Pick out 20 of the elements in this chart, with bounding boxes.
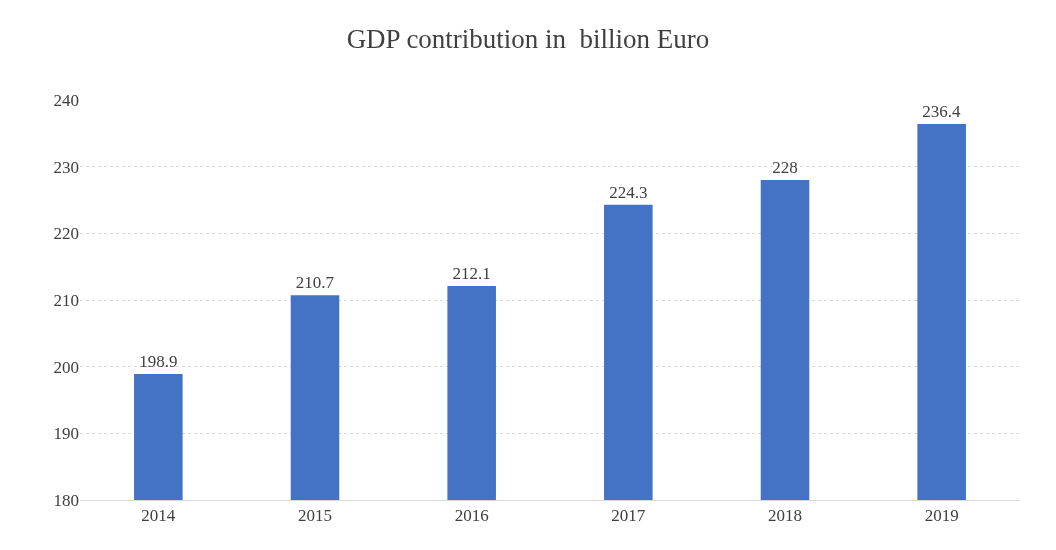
- x-tick-label: 2018: [768, 506, 802, 526]
- x-tick-label: 2015: [298, 506, 332, 526]
- y-tick-label: 210: [53, 290, 79, 310]
- y-tick-label: 200: [53, 357, 79, 377]
- x-tick-label: 2014: [141, 506, 176, 526]
- y-tick-label: 240: [53, 90, 79, 110]
- chart-title: GDP contribution in billion Euro: [346, 23, 710, 54]
- data-label: 236.4: [922, 102, 962, 121]
- x-tick-label: 2019: [924, 506, 959, 526]
- y-tick-label: 190: [53, 424, 79, 444]
- y-tick-label: 230: [53, 157, 79, 177]
- data-label: 228: [772, 158, 798, 177]
- x-tick-label: 2016: [454, 506, 489, 526]
- y-tick-label: 180: [53, 490, 79, 510]
- data-label: 198.9: [139, 352, 178, 371]
- x-tick-label: 2017: [611, 506, 646, 526]
- y-tick-label: 220: [53, 224, 79, 244]
- data-label: 212.1: [452, 264, 491, 283]
- data-label: 224.3: [609, 182, 648, 202]
- data-label: 210.7: [295, 273, 335, 293]
